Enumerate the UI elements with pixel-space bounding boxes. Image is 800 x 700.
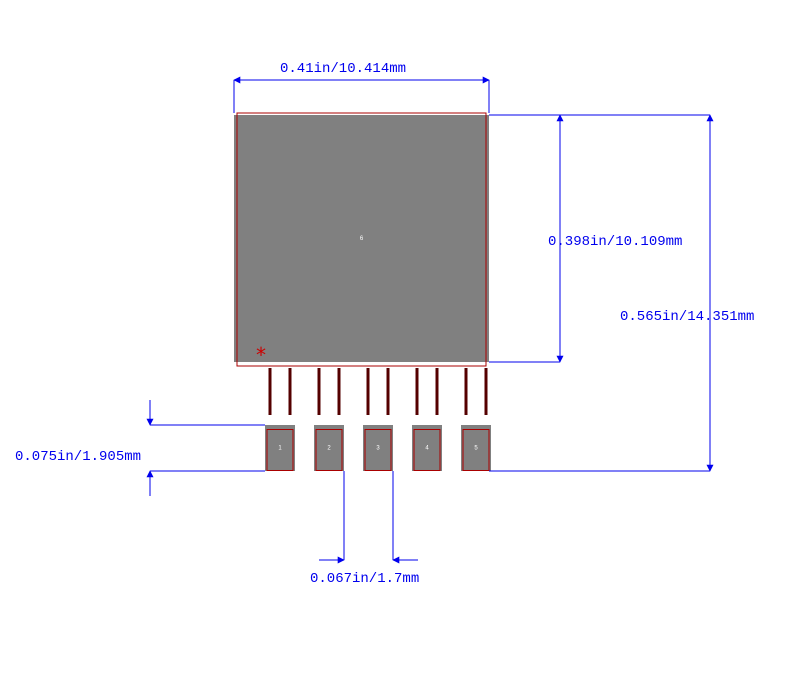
leads-layer <box>270 368 486 415</box>
pin1-marker: * <box>255 343 267 367</box>
dim-right-height-label: 0.398in/10.109mm <box>548 234 682 250</box>
dim-right-total-label: 0.565in/14.351mm <box>620 309 754 325</box>
footprint-drawing: 612345 * 0.41in/10.414mm 0.398in/10.109mm… <box>0 0 800 700</box>
dim-bottom-pitch-label: 0.067in/1.7mm <box>310 571 419 587</box>
dim-left-pad-h-label: 0.075in/1.905mm <box>15 449 141 465</box>
dim-top-width-label: 0.41in/10.414mm <box>280 61 406 77</box>
pads-layer: 612345 <box>234 115 491 471</box>
